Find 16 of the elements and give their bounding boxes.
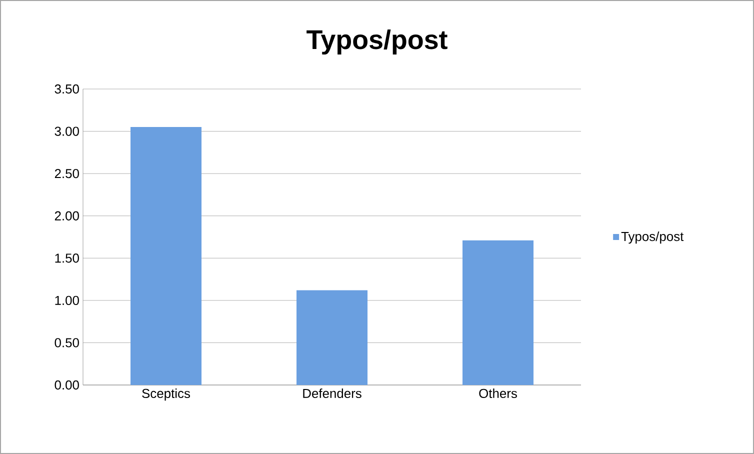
y-tick-label: 3.00	[54, 126, 79, 136]
legend-label: Typos/post	[621, 232, 684, 244]
x-tick-label: Defenders	[303, 388, 362, 398]
y-tick-label: 0.00	[54, 380, 79, 390]
chart-title: Typos/post	[306, 29, 448, 55]
bar	[296, 290, 368, 385]
y-tick-label: 0.50	[54, 338, 79, 348]
x-tick-label: Others	[479, 388, 517, 398]
y-tick-label: 1.00	[55, 296, 79, 306]
y-tick-label: 2.50	[54, 168, 79, 178]
x-tick-label: Sceptics	[142, 388, 190, 401]
bar	[130, 127, 202, 385]
y-tick-label: 1.50	[55, 254, 79, 263]
bar	[462, 240, 534, 385]
y-tick-label: 2.00	[54, 211, 79, 220]
y-tick-label: 3.50	[54, 84, 79, 94]
